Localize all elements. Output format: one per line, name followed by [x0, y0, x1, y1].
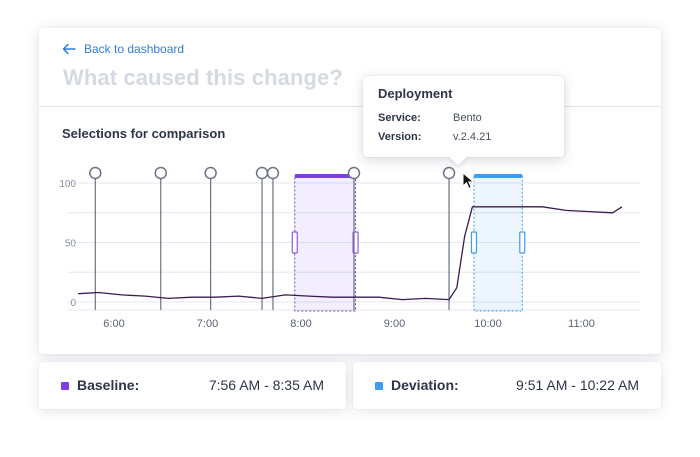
tooltip-service-label: Service:: [378, 112, 421, 124]
baseline-range: 7:56 AM - 8:35 AM: [208, 377, 324, 393]
arrow-left-icon: [62, 43, 76, 55]
x-tick-label: 8:00: [290, 318, 311, 330]
x-tick-label: 6:00: [103, 318, 124, 330]
header-divider: [39, 106, 661, 107]
page-title: What caused this change?: [63, 65, 343, 90]
x-tick-label: 10:00: [474, 318, 502, 330]
x-tick-label: 11:00: [568, 318, 595, 330]
baseline-swatch: [61, 382, 69, 390]
deviation-selection-region: [473, 175, 523, 312]
section-title: Selections for comparison: [62, 126, 226, 141]
deployment-marker: [89, 166, 102, 180]
deviation-label: Deviation:: [391, 377, 459, 393]
deployment-marker: [347, 166, 361, 180]
x-tick-label: 9:00: [384, 318, 405, 330]
deployment-marker: [255, 166, 269, 180]
tooltip-service-value: Bento: [453, 112, 482, 124]
series-line: [78, 206, 623, 301]
deviation-range: 9:51 AM - 10:22 AM: [516, 377, 639, 393]
y-tick-label: 0: [70, 298, 76, 309]
mouse-cursor-icon: [462, 172, 475, 190]
deployment-tooltip: Deployment Service: Bento Version: v.2.4.2…: [363, 76, 564, 166]
baseline-left-handle: [291, 231, 298, 254]
deviation-swatch: [375, 382, 383, 390]
baseline-legend-card[interactable]: Baseline: 7:56 AM - 8:35 AM: [39, 362, 346, 409]
deployment-marker: [204, 166, 217, 180]
tooltip-service-row: Service: Bento: [378, 112, 482, 124]
tooltip-title: Deployment: [378, 86, 453, 101]
back-to-dashboard-link[interactable]: Back to dashboard: [62, 42, 184, 56]
deployment-marker: [154, 166, 167, 180]
x-tick-label: 7:00: [197, 318, 218, 330]
baseline-selection-bar: [294, 174, 356, 178]
deviation-selection-bar: [473, 174, 523, 178]
deviation-legend-card[interactable]: Deviation: 9:51 AM - 10:22 AM: [353, 362, 661, 409]
tooltip-version-row: Version: v.2.4.21: [378, 131, 491, 143]
y-tick-label: 50: [65, 239, 77, 250]
deviation-right-handle: [519, 231, 526, 254]
baseline-selection-region: [294, 175, 357, 312]
deployment-marker: [266, 166, 280, 180]
deployment-marker: [442, 166, 456, 180]
baseline-label: Baseline:: [77, 377, 140, 393]
deviation-left-handle: [470, 231, 478, 254]
tooltip-version-label: Version:: [378, 131, 422, 143]
tooltip-version-value: v.2.4.21: [453, 131, 492, 143]
y-tick-label: 100: [59, 179, 76, 190]
back-link-label: Back to dashboard: [84, 42, 185, 56]
